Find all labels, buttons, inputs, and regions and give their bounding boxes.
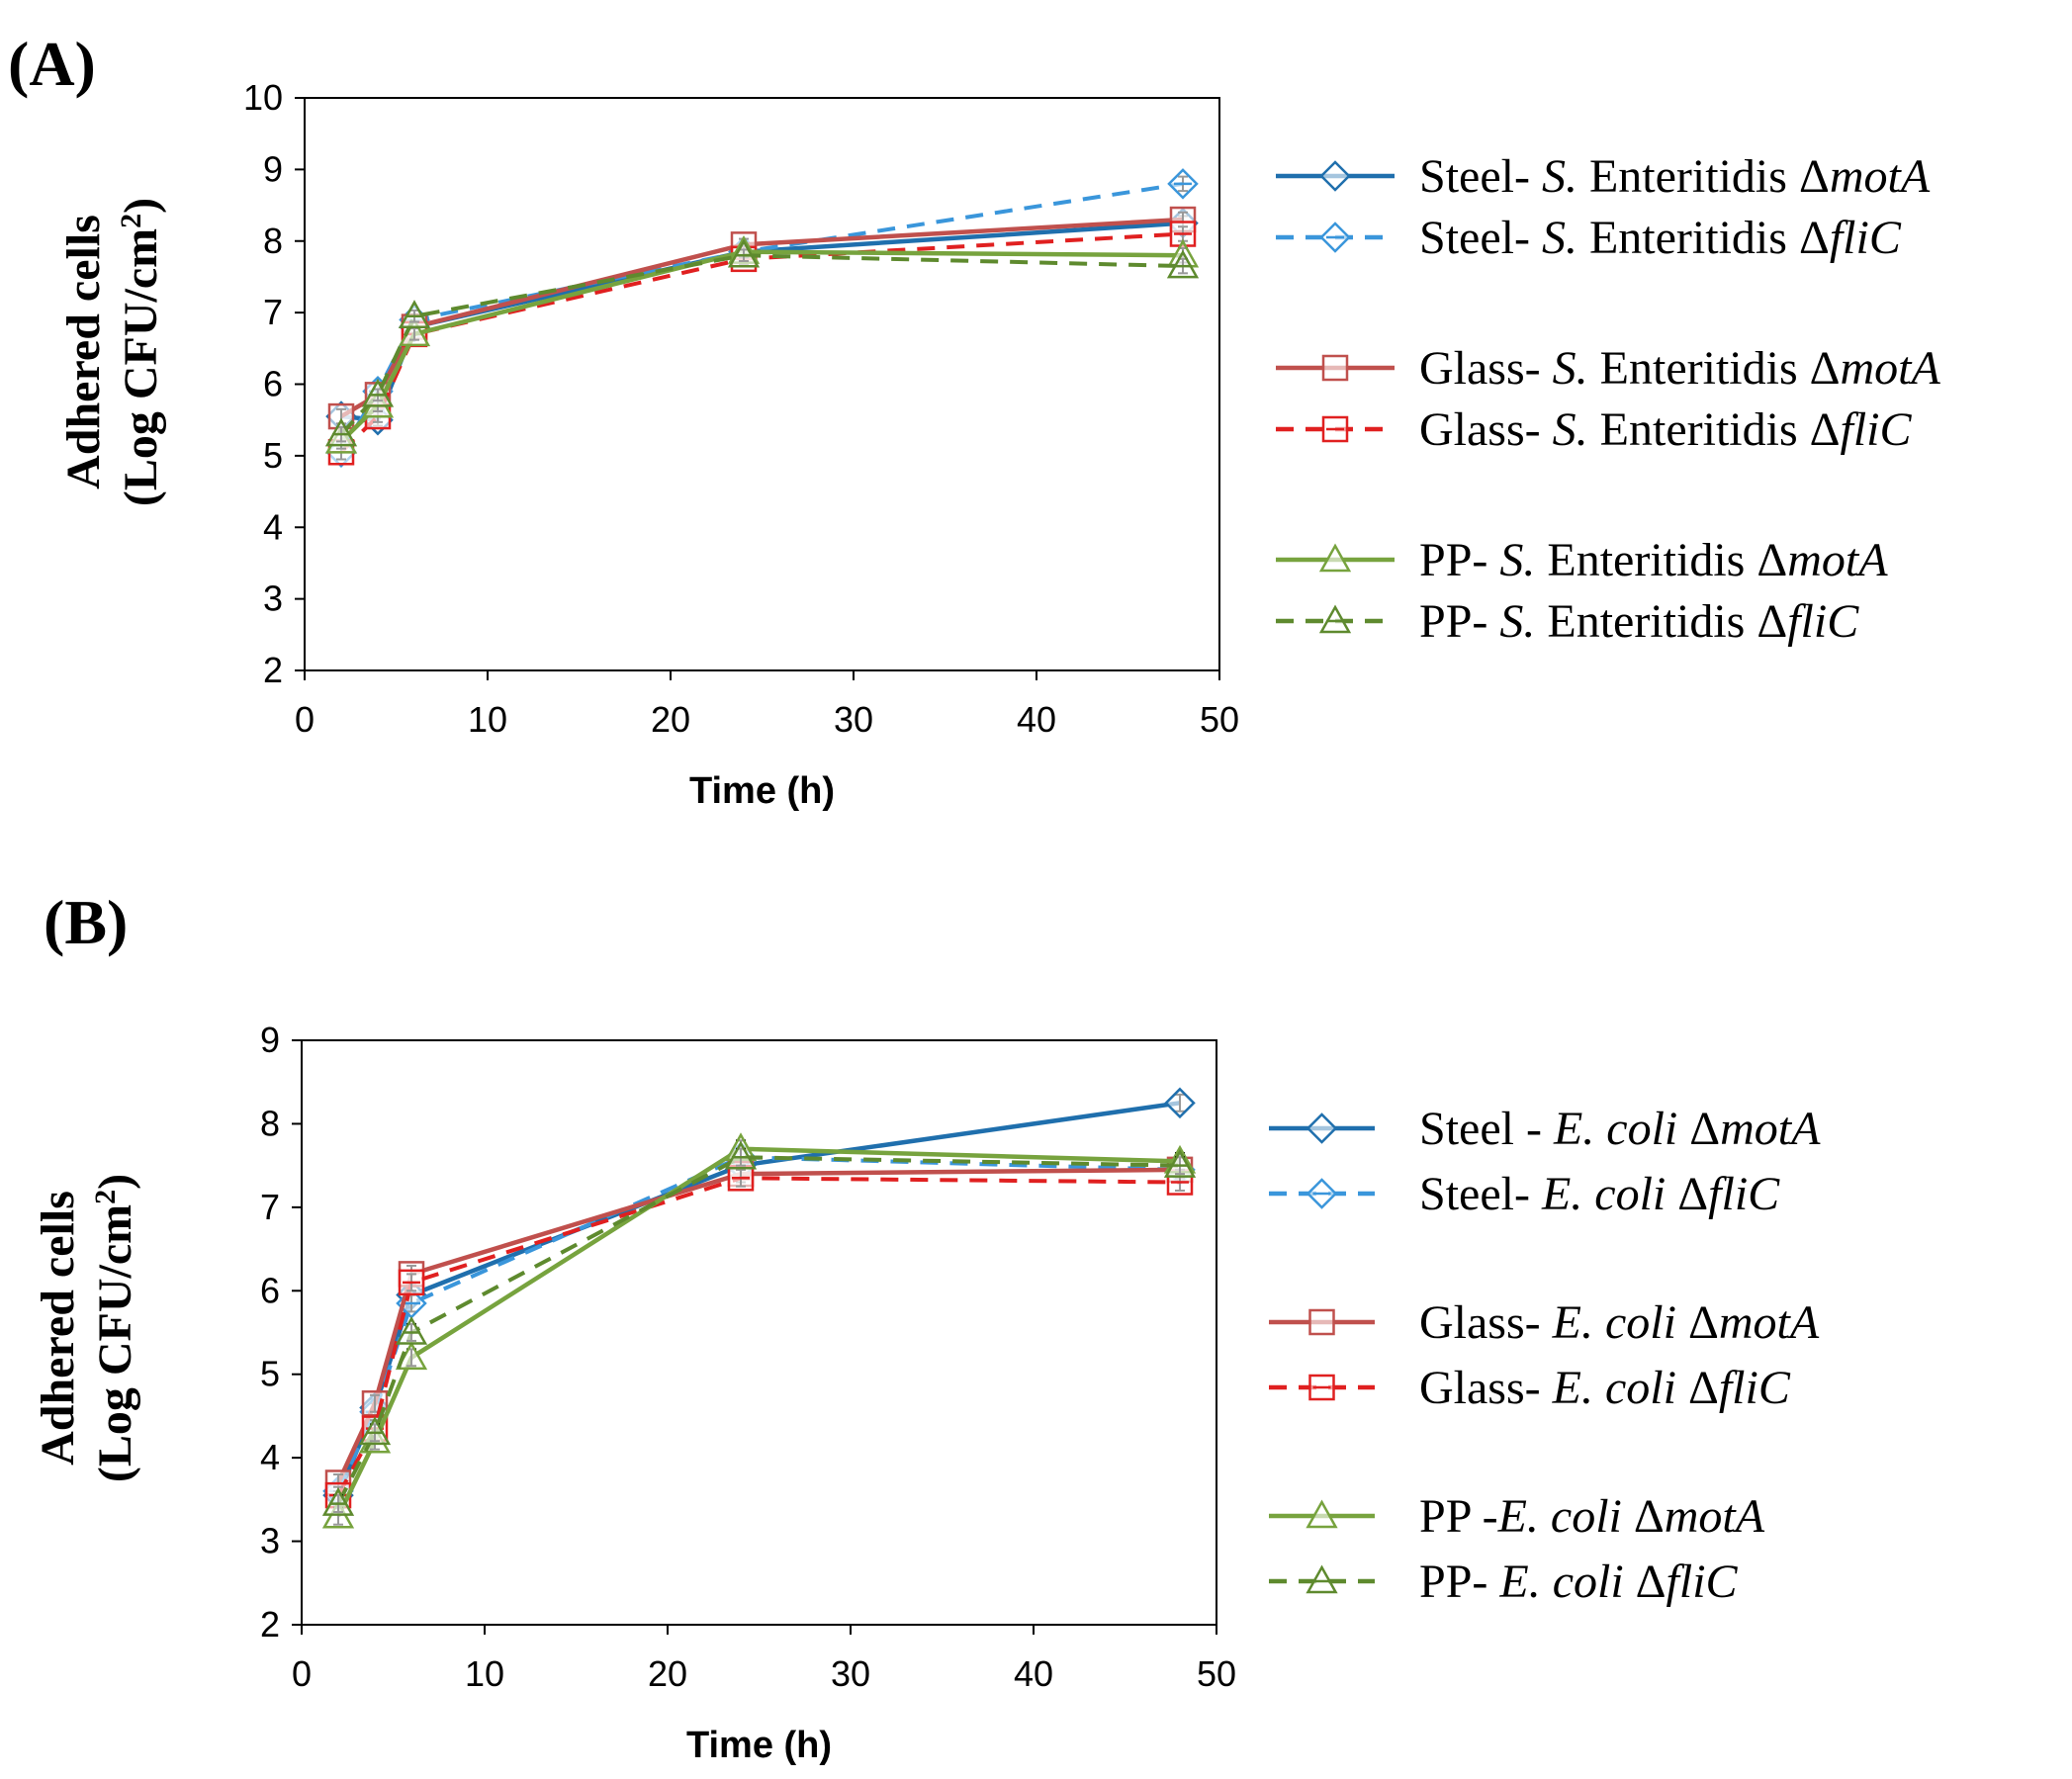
legend-item: Steel- S. Enteritidis ΔfliC [1276,212,1902,264]
data-point [1166,249,1200,279]
y-tick-label: 9 [263,148,283,189]
legend-item: Steel - E. coli ΔmotA [1269,1103,1821,1155]
y-axis-label-line2: (Log CFU/cm2) [115,198,168,506]
legend: Steel- S. Enteritidis ΔmotA Steel- S. Ent… [1276,150,1941,648]
series-5 [321,1140,1197,1516]
legend: Steel - E. coli ΔmotA Steel- E. coli Δfli… [1269,1103,1821,1608]
legend-label: PP- E. coli ΔfliC [1419,1556,1739,1608]
legend-item: PP- S. Enteritidis ΔfliC [1276,595,1859,648]
legend-item: Glass- E. coli ΔfliC [1269,1362,1791,1414]
x-tick-label: 30 [831,1653,870,1694]
legend-item: Steel- E. coli ΔfliC [1269,1168,1780,1220]
legend-label: PP- S. Enteritidis ΔfliC [1419,595,1859,648]
y-tick-label: 4 [263,506,283,547]
panel-label: (A) [8,29,96,99]
legend-label: PP -E. coli ΔmotA [1419,1490,1765,1543]
legend-item: PP -E. coli ΔmotA [1269,1490,1765,1543]
x-axis-label: Time (h) [689,770,835,812]
data-point [1164,1087,1196,1119]
y-tick-label: 4 [260,1437,280,1477]
legend-label: Steel- S. Enteritidis ΔmotA [1419,150,1931,203]
y-tick-label: 7 [260,1187,280,1227]
legend-marker [1321,354,1349,382]
legend-marker [1306,1112,1338,1144]
legend-item: Glass- E. coli ΔmotA [1269,1296,1820,1349]
data-point [727,238,761,268]
y-tick-label: 3 [263,578,283,619]
y-tick-label: 3 [260,1521,280,1561]
x-tick-label: 50 [1197,1653,1236,1694]
x-tick-label: 20 [651,699,690,740]
legend-label: Steel - E. coli ΔmotA [1419,1103,1821,1155]
chart-b: (B) 2 3 4 5 6 7 8 9 0 10 20 30 40 50 Time (h) Adhered ce… [32,887,1821,1766]
y-axis-label-line2: (Log CFU/cm2) [89,1174,142,1482]
legend-marker [1306,1499,1338,1529]
legend-item: Steel- S. Enteritidis ΔmotA [1276,150,1931,203]
legend-label: Steel- S. Enteritidis ΔfliC [1419,212,1902,264]
legend-item: PP- E. coli ΔfliC [1269,1556,1739,1608]
data-point [361,378,395,407]
x-tick-label: 0 [295,699,315,740]
x-tick-label: 10 [468,699,507,740]
y-tick-label: 6 [263,364,283,404]
y-tick-label: 5 [260,1354,280,1394]
y-axis-label-line1: Adhered cells [32,1191,84,1466]
y-tick-label: 9 [260,1020,280,1060]
legend-item: PP- S. Enteritidis ΔmotA [1276,534,1888,586]
legend-marker [1318,604,1352,634]
x-axis-label: Time (h) [686,1725,832,1766]
x-tick-label: 0 [292,1653,312,1694]
y-tick-label: 7 [263,292,283,332]
y-tick-label: 8 [260,1103,280,1143]
x-tick-label: 20 [648,1653,687,1694]
legend-label: Glass- E. coli ΔfliC [1419,1362,1791,1414]
legend-label: Glass- S. Enteritidis ΔmotA [1419,342,1941,395]
legend-marker [1319,160,1351,192]
legend-marker [1306,1564,1338,1594]
x-tick-label: 50 [1200,699,1239,740]
legend-label: PP- S. Enteritidis ΔmotA [1419,534,1888,586]
x-tick-label: 10 [465,1653,504,1694]
legend-marker [1318,543,1352,573]
legend-marker [1308,1308,1335,1336]
x-tick-label: 30 [834,699,873,740]
plot-area [304,97,1220,671]
y-tick-label: 6 [260,1270,280,1310]
y-tick-label: 2 [260,1604,280,1645]
legend-label: Steel- E. coli ΔfliC [1419,1168,1780,1220]
series-line [336,1176,1181,1497]
data-point [321,1487,355,1516]
data-point [358,1416,392,1446]
y-tick-label: 8 [263,221,283,261]
data-point [398,300,431,328]
panel-label: (B) [44,887,128,957]
legend-item: Glass- S. Enteritidis ΔmotA [1276,342,1941,395]
plot-area [301,1039,1217,1626]
data-point [1163,1149,1197,1178]
x-tick-label: 40 [1014,1653,1053,1694]
legend-label: Glass- E. coli ΔmotA [1419,1296,1820,1349]
x-tick-label: 40 [1017,699,1056,740]
data-point [724,1140,758,1170]
data-point [324,417,358,447]
y-axis-label-line1: Adhered cells [57,215,110,489]
y-tick-label: 5 [263,435,283,476]
series-line [339,253,1184,436]
y-tick-label: 2 [263,650,283,690]
legend-item: Glass- S. Enteritidis ΔfliC [1276,403,1913,456]
data-point [395,1315,428,1345]
series-5 [324,238,1200,447]
legend-label: Glass- S. Enteritidis ΔfliC [1419,403,1913,456]
chart-a: (A) 2 3 4 5 6 7 8 9 10 0 10 20 30 40 50 Time (h) Adhered … [8,29,1941,812]
y-tick-label: 10 [243,77,283,118]
